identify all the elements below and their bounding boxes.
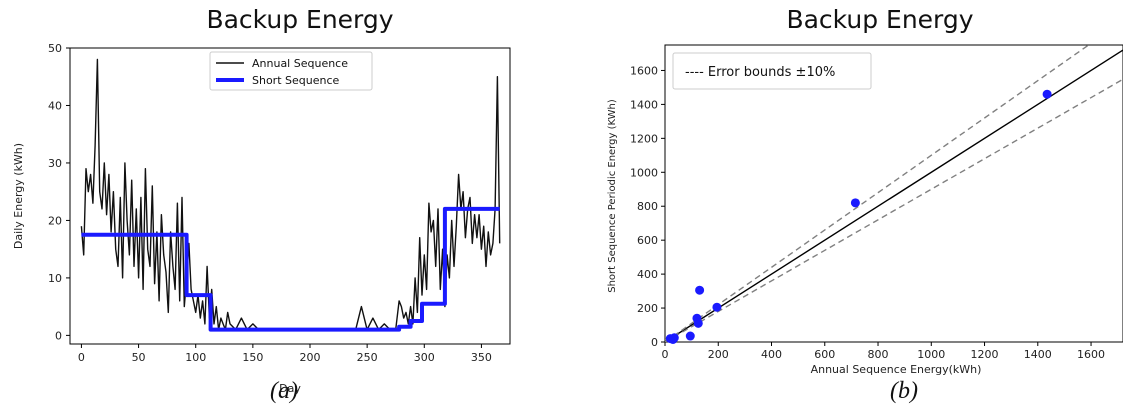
caption-a: (a) [270, 378, 298, 404]
x-tick-label: 200 [300, 351, 321, 364]
scatter-point [712, 302, 722, 312]
energy-scatter-chart: Backup Energy 0 200 400 600 800 1000 1200 1400 1… [607, 5, 1123, 376]
y-tick-label: 20 [48, 214, 62, 227]
y-tick-label: 1000 [630, 166, 658, 179]
x-tick-label: 300 [414, 351, 435, 364]
y-tick-label: 200 [637, 302, 658, 315]
identity-line [665, 49, 1123, 342]
caption-b: (b) [890, 378, 918, 404]
x-axis-label: Annual Sequence Energy(kWh) [811, 363, 982, 376]
chart-title: Backup Energy [786, 5, 973, 34]
legend-label-short: Short Sequence [252, 74, 340, 87]
y-tick-label: 50 [48, 42, 62, 55]
chart-panel-a: Backup Energy 0 50 100 150 200 250 300 350 0 10 20… [0, 0, 560, 414]
scatter-point [669, 333, 679, 343]
plot-frame [69, 47, 511, 345]
y-tick-label: 0 [651, 336, 658, 349]
chart-panel-b: Backup Energy 0 200 400 600 800 1000 1200 1400 1… [560, 0, 1123, 414]
x-tick-label: 400 [761, 348, 782, 361]
x-tick-label: 1000 [917, 348, 945, 361]
x-axis-label: Day [279, 382, 301, 395]
legend: ---- Error bounds ±10% [672, 52, 872, 90]
x-tick-label: 1200 [971, 348, 999, 361]
legend-box [209, 51, 373, 91]
scatter-point [685, 331, 695, 341]
y-axis-label: Daily Energy (kWh) [12, 143, 25, 249]
legend-label-annual: Annual Sequence [252, 57, 348, 70]
x-tick-label: 0 [662, 348, 669, 361]
y-tick-label: 1600 [630, 64, 658, 77]
y-tick-label: 40 [48, 99, 62, 112]
x-tick-label: 250 [357, 351, 378, 364]
y-tick-label: 400 [637, 268, 658, 281]
y-tick-label: 30 [48, 157, 62, 170]
series-line-short-sequence [81, 206, 500, 332]
chart-title: Backup Energy [206, 5, 393, 34]
x-tick-label: 200 [708, 348, 729, 361]
x-tick-label: 150 [242, 351, 263, 364]
y-tick-label: 600 [637, 234, 658, 247]
y-tick-label: 10 [48, 272, 62, 285]
x-tick-label: 1400 [1024, 348, 1052, 361]
legend: Annual Sequence Short Sequence [209, 51, 373, 91]
y-tick-label: 800 [637, 200, 658, 213]
lower-bound-line [665, 78, 1123, 342]
scatter-point [693, 318, 703, 328]
x-tick-label: 0 [78, 351, 85, 364]
daily-energy-chart: Backup Energy 0 50 100 150 200 250 300 350 0 10 20… [12, 5, 511, 395]
y-tick-label: 0 [55, 329, 62, 342]
legend-box [672, 52, 872, 90]
legend-label-error-bounds: ---- Error bounds ±10% [685, 65, 835, 80]
series-line-annual-sequence [80, 58, 501, 331]
x-tick-label: 600 [814, 348, 835, 361]
x-tick-label: 800 [868, 348, 889, 361]
scatter-point [1042, 89, 1052, 99]
y-axis-label: Short Sequence Periodic Energy (KWh) [607, 99, 618, 293]
upper-bound-line [665, 45, 1090, 342]
scatter-point [695, 285, 705, 295]
plot-frame [664, 44, 1123, 343]
x-tick-label: 100 [185, 351, 206, 364]
y-tick-label: 1400 [630, 98, 658, 111]
scatter-point [850, 198, 860, 208]
x-tick-label: 1600 [1077, 348, 1105, 361]
y-tick-label: 1200 [630, 132, 658, 145]
x-tick-label: 50 [132, 351, 146, 364]
x-tick-label: 350 [471, 351, 492, 364]
